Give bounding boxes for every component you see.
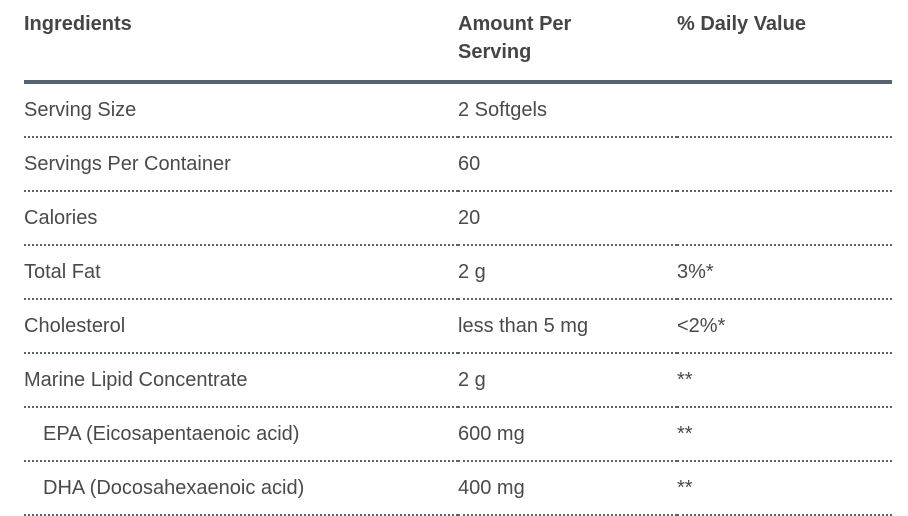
amount-cell: 400 mg <box>458 461 677 516</box>
amount-cell: 600 mg <box>458 407 677 462</box>
table-row-serving-size: Serving Size 2 Softgels <box>24 82 892 138</box>
daily-value-cell: ** <box>677 353 892 408</box>
daily-value-cell: ** <box>677 407 892 462</box>
column-header-ingredients-label: Ingredients <box>24 13 132 35</box>
daily-value-cell: ** <box>677 461 892 516</box>
daily-value-cell <box>677 82 892 138</box>
amount-cell: 2 g <box>458 353 677 408</box>
table-row-cholesterol: Cholesterol less than 5 mg <2%* <box>24 299 892 354</box>
ingredient-cell: Cholesterol <box>24 299 458 354</box>
ingredient-cell: Servings Per Container <box>24 137 458 192</box>
ingredient-cell: Total Fat <box>24 245 458 300</box>
table-row-epa: EPA (Eicosapentaenoic acid) 600 mg ** <box>24 407 892 462</box>
ingredient-cell: DHA (Docosahexaenoic acid) <box>24 461 458 516</box>
daily-value-cell: 3%* <box>677 245 892 300</box>
ingredient-cell: Serving Size <box>24 82 458 138</box>
ingredient-cell: Calories <box>24 191 458 246</box>
amount-cell: 2 g <box>458 245 677 300</box>
table-header-row: Ingredients Amount Per Serving % Daily V… <box>24 0 892 84</box>
column-header-amount-per-serving: Amount Per Serving <box>458 0 677 84</box>
column-header-ingredients: Ingredients <box>24 0 458 84</box>
amount-cell: 20 <box>458 191 677 246</box>
daily-value-cell <box>677 191 892 246</box>
amount-cell: 2 Softgels <box>458 82 677 138</box>
column-header-daily-value: % Daily Value <box>677 0 892 84</box>
amount-cell: less than 5 mg <box>458 299 677 354</box>
daily-value-cell: <2%* <box>677 299 892 354</box>
ingredient-cell: EPA (Eicosapentaenoic acid) <box>24 407 458 462</box>
column-header-daily-value-label: % Daily Value <box>677 13 806 35</box>
amount-cell: 60 <box>458 137 677 192</box>
table-row-servings-per-container: Servings Per Container 60 <box>24 137 892 192</box>
ingredients-table: Ingredients Amount Per Serving % Daily V… <box>24 0 892 516</box>
table-row-dha: DHA (Docosahexaenoic acid) 400 mg ** <box>24 461 892 516</box>
ingredient-cell: Marine Lipid Concentrate <box>24 353 458 408</box>
daily-value-cell <box>677 137 892 192</box>
table-row-marine-lipid-concentrate: Marine Lipid Concentrate 2 g ** <box>24 353 892 408</box>
column-header-amount-per-serving-label: Amount Per Serving <box>458 13 572 63</box>
table-row-calories: Calories 20 <box>24 191 892 246</box>
table-row-total-fat: Total Fat 2 g 3%* <box>24 245 892 300</box>
